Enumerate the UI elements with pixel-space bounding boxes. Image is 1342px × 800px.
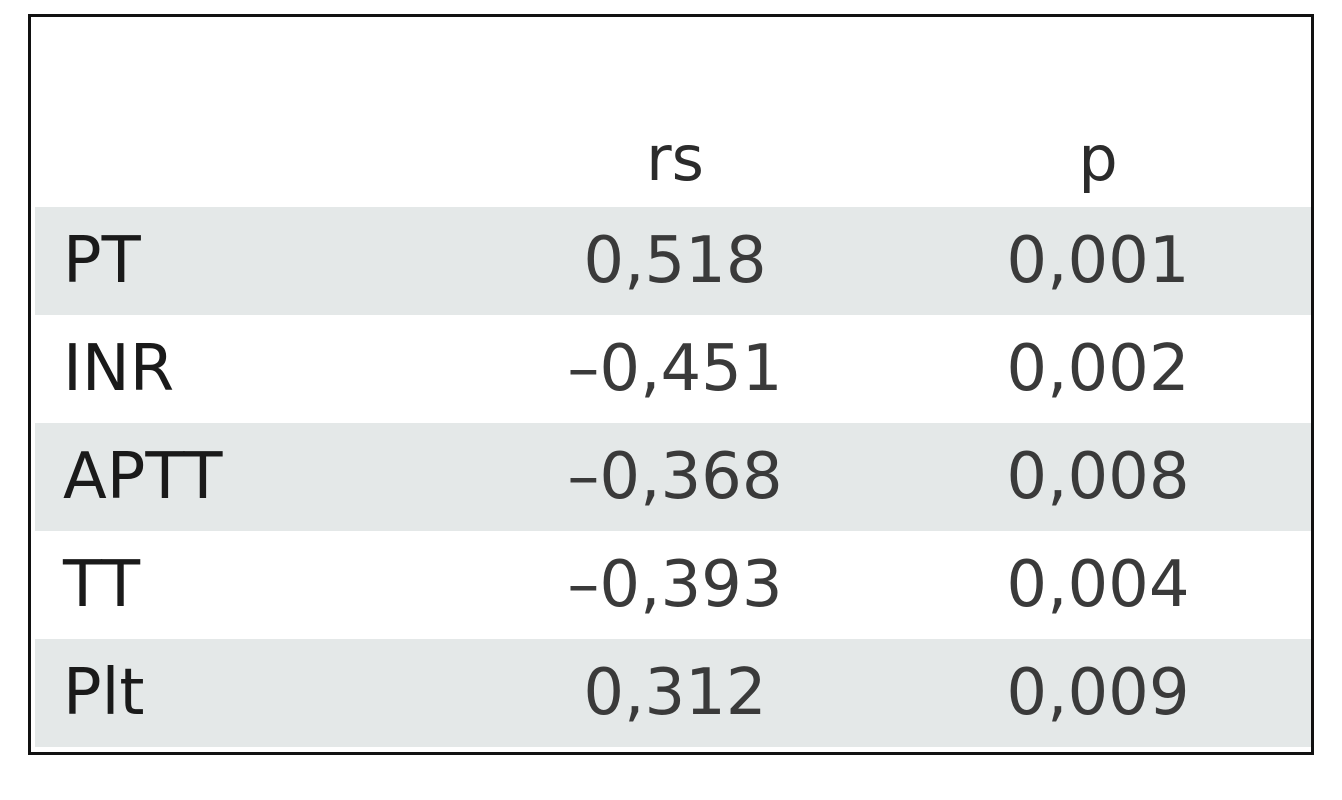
header-label bbox=[35, 17, 465, 207]
table-row-inr: INR –0,451 0,002 bbox=[35, 315, 1311, 423]
row-label: PT bbox=[63, 224, 141, 298]
header-rs: rs bbox=[646, 122, 704, 195]
table-row-tt: TT –0,393 0,004 bbox=[35, 531, 1311, 639]
header-p: p bbox=[1078, 122, 1118, 195]
row-label: APTT bbox=[63, 440, 223, 514]
p-value: 0,001 bbox=[1006, 224, 1190, 298]
table-row-pt: PT 0,518 0,001 bbox=[35, 207, 1311, 315]
rs-value: 0,312 bbox=[583, 656, 767, 730]
header-row: rs p bbox=[35, 17, 1311, 207]
table-row-aptt: APTT –0,368 0,008 bbox=[35, 423, 1311, 531]
row-label: INR bbox=[63, 332, 175, 406]
p-value: 0,004 bbox=[1006, 548, 1190, 622]
rs-value: –0,451 bbox=[567, 332, 783, 406]
rs-value: 0,518 bbox=[583, 224, 767, 298]
row-label: TT bbox=[63, 548, 141, 622]
p-value: 0,009 bbox=[1006, 656, 1190, 730]
table-row-plt: Plt 0,312 0,009 bbox=[35, 639, 1311, 747]
rs-value: –0,368 bbox=[567, 440, 783, 514]
row-label: Plt bbox=[63, 656, 145, 730]
correlation-table: rs p PT 0,518 0,001 INR –0,451 0,002 APT… bbox=[35, 17, 1311, 747]
p-value: 0,008 bbox=[1006, 440, 1190, 514]
p-value: 0,002 bbox=[1006, 332, 1190, 406]
rs-value: –0,393 bbox=[567, 548, 783, 622]
correlation-table-frame: rs p PT 0,518 0,001 INR –0,451 0,002 APT… bbox=[28, 14, 1314, 755]
